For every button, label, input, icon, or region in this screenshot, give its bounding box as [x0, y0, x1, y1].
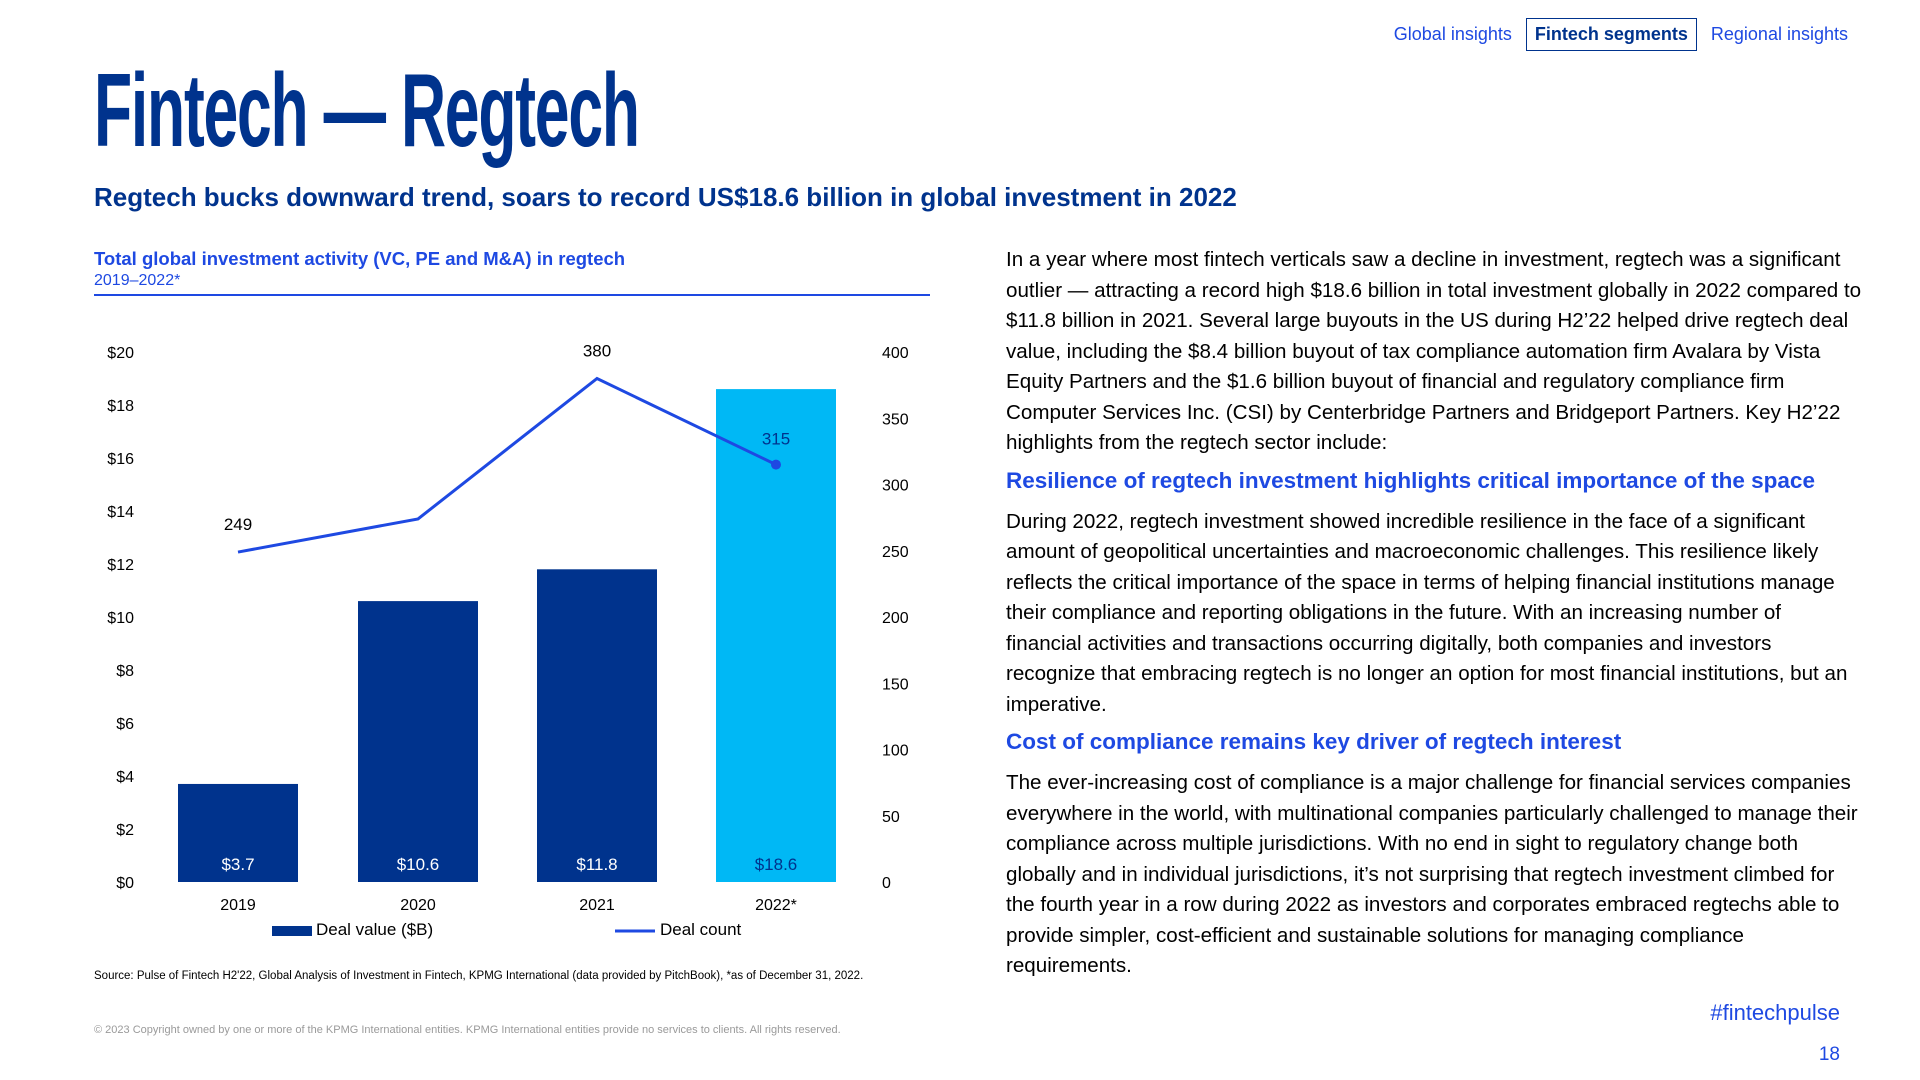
- intro-paragraph: In a year where most fintech verticals s…: [1006, 248, 1862, 454]
- y-left-tick-label: $14: [107, 504, 134, 521]
- hashtag[interactable]: #fintechpulse: [1710, 1000, 1840, 1025]
- deal-count-point: [771, 459, 781, 470]
- y-left-tick-label: $10: [107, 610, 134, 627]
- y-right-tick-label: 250: [882, 544, 909, 561]
- legend-label-deal-value: Deal value ($B): [316, 920, 433, 939]
- y-left-tick-label: $4: [116, 769, 134, 786]
- x-tick-label: 2020: [400, 897, 436, 914]
- chart-title: Total global investment activity (VC, PE…: [94, 248, 626, 269]
- x-tick-label: 2021: [579, 897, 615, 914]
- bar-value-label: $11.8: [576, 855, 617, 874]
- y-right-tick-label: 200: [882, 610, 909, 627]
- y-left-tick-label: $0: [116, 875, 134, 892]
- x-tick-label: 2019: [220, 897, 256, 914]
- x-tick-label: 2022*: [755, 897, 797, 914]
- bar-2020: [358, 601, 478, 882]
- tab-regional-insights[interactable]: Regional insights: [1710, 24, 1848, 44]
- bar-value-label: $18.6: [755, 855, 798, 874]
- chart-subtitle: 2019–2022*: [94, 272, 181, 289]
- tab-global-insights[interactable]: Global insights: [1393, 24, 1512, 44]
- y-right-tick-label: 400: [882, 345, 909, 362]
- top-nav: Global insights Fintech segments Regiona…: [1386, 18, 1856, 51]
- y-left-tick-label: $6: [116, 716, 134, 733]
- deal-count-label: 249: [224, 515, 252, 534]
- deal-count-label: 315: [762, 430, 790, 449]
- page-subtitle: Regtech bucks downward trend, soars to r…: [94, 182, 1237, 212]
- deal-count-label: 380: [583, 342, 611, 361]
- y-right-tick-label: 300: [882, 478, 909, 495]
- bar-2022: [716, 389, 836, 882]
- section-paragraph-compliance: The ever-increasing cost of compliance i…: [1006, 771, 1858, 977]
- page-number: 18: [1818, 1044, 1840, 1065]
- deal-count-line: [237, 376, 777, 554]
- y-left-tick-label: $16: [107, 451, 134, 468]
- chart-heading: Total global investment activity (VC, PE…: [94, 248, 930, 296]
- bar-2019: [178, 783, 298, 882]
- y-left-tick-label: $20: [107, 345, 134, 362]
- legend-label-deal-count: Deal count: [660, 920, 742, 939]
- copyright-note: © 2023 Copyright owned by one or more of…: [94, 1024, 841, 1036]
- y-right-tick-label: 100: [882, 743, 909, 760]
- y-left-tick-label: $18: [107, 398, 134, 415]
- section-heading-resilience: Resilience of regtech investment highlig…: [1006, 467, 1815, 493]
- section-heading-compliance: Cost of compliance remains key driver of…: [1006, 729, 1622, 754]
- legend-swatch-deal-value: [272, 926, 312, 936]
- section-paragraph-resilience: During 2022, regtech investment showed i…: [1006, 509, 1848, 716]
- bar-value-label: $10.6: [397, 855, 440, 874]
- y-right-tick-label: 0: [882, 875, 891, 892]
- y-right-tick-label: 50: [882, 809, 900, 826]
- y-left-tick-label: $12: [107, 557, 134, 574]
- source-note: Source: Pulse of Fintech H2'22, Global A…: [94, 970, 864, 982]
- y-right-tick-label: 350: [882, 411, 909, 428]
- y-right-tick-label: 150: [882, 676, 909, 693]
- y-left-tick-label: $8: [116, 663, 134, 680]
- bar-2021: [537, 569, 657, 882]
- bar-value-label: $3.7: [221, 855, 254, 874]
- body-text: In a year where most fintech verticals s…: [1006, 245, 1862, 990]
- page-title: Fintech — Regtech: [94, 53, 640, 169]
- tab-fintech-segments[interactable]: Fintech segments: [1525, 18, 1697, 51]
- y-left-tick-label: $2: [116, 822, 134, 839]
